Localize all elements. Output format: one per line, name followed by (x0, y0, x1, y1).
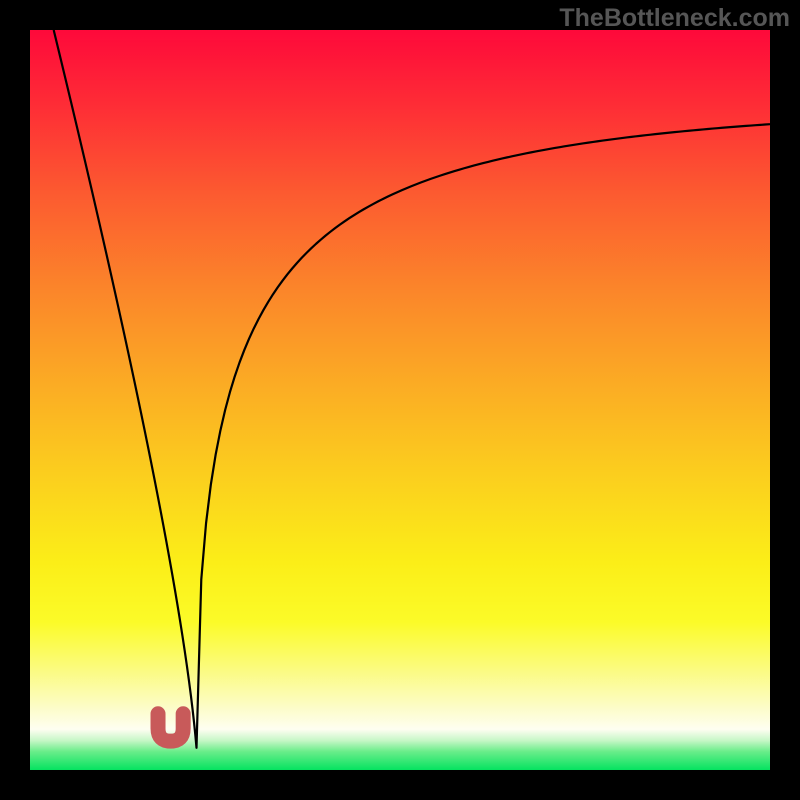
watermark-text: TheBottleneck.com (559, 4, 790, 33)
bottleneck-chart (30, 30, 770, 770)
chart-frame: TheBottleneck.com (0, 0, 800, 800)
heat-gradient-bg (30, 30, 770, 770)
